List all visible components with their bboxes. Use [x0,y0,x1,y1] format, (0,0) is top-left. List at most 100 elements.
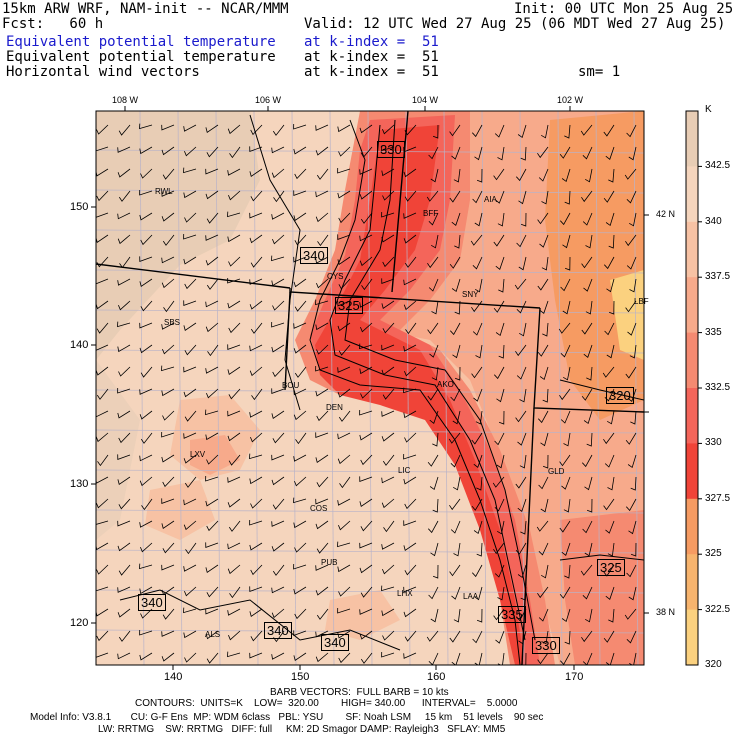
wind-barb [227,498,241,508]
wind-barb [337,366,351,373]
wind-barb [227,366,241,375]
wind-barb [337,498,351,506]
wind-barb [606,410,615,425]
county-line [329,111,335,665]
wind-barb [118,498,131,510]
wind-barb [427,322,439,335]
wind-barb [561,476,571,490]
wind-barb [140,234,153,246]
wind-barb [250,256,263,268]
colorbar-label: 325 [705,548,722,560]
wind-barb [381,410,395,417]
wind-barb [337,167,351,174]
wind-barb [628,520,637,535]
wind-barb [581,256,593,269]
wind-barb [183,454,197,464]
wind-barb [294,366,307,378]
wind-barb [403,476,417,485]
wind-barb [432,124,439,139]
wind-barb [161,454,175,463]
wind-barb [451,586,461,600]
wind-barb [558,322,571,334]
wind-barb [608,234,615,249]
wind-barb [271,608,285,619]
wind-barb [205,256,219,266]
wind-barb [473,388,483,402]
wind-barb [559,520,571,533]
wind-barb [430,168,439,183]
contours [119,114,644,665]
county-line [96,549,644,554]
wind-barb [495,256,505,270]
wind-barb [205,190,219,200]
city-gld: GLD [548,467,565,476]
wind-barb [627,388,637,402]
wind-barb [162,168,175,180]
wind-barb [272,124,285,136]
field1-name: Equivalent potential temperature [6,34,276,50]
wind-barb [360,454,373,466]
wind-barb [450,322,461,336]
wind-barb [249,410,263,418]
wind-barb [581,630,593,643]
wind-barb [139,189,153,196]
wind-barb [316,278,329,289]
wind-barb [496,520,505,535]
wind-barbs [96,123,637,665]
colorbar-label: 320 [705,659,722,670]
wind-barb [162,608,175,620]
wind-barb [628,652,637,665]
wind-barb [97,454,109,467]
wind-barb [117,344,131,353]
city-lhx: LHX [397,589,413,598]
wind-barb [316,542,329,554]
wind-barb [249,212,263,219]
wind-barb [272,564,285,576]
wind-barb [403,586,417,593]
ribbon-core [315,125,525,665]
wind-barb [117,542,131,552]
county-line [96,589,644,594]
wind-barb [96,146,109,152]
wind-barb [140,168,153,179]
wind-barb [272,498,285,510]
wind-barb [249,542,263,551]
wind-barb [452,410,461,425]
wind-barb [382,256,395,268]
wind-barb [603,124,615,137]
wind-barb [140,608,153,619]
wind-barb [227,476,241,483]
field3-name: Horizontal wind vectors [6,64,200,80]
wind-barb [139,322,153,329]
wind-barb [562,234,571,249]
wind-barb [183,432,197,439]
city-sbs: SBS [164,318,181,327]
wind-barb [497,146,505,161]
wind-barb [476,608,483,623]
wind-barb [626,256,637,270]
wind-barb [449,630,461,643]
wind-barb [315,564,329,571]
wind-barb [448,432,461,444]
wind-barb [249,586,263,592]
wind-barb [118,630,131,642]
wind-barb [626,630,637,644]
wind-barb [359,608,373,615]
wind-barb [564,256,571,271]
wind-barb [454,234,461,249]
wind-barb [382,124,395,135]
wind-barb [450,388,461,402]
wind-barb [584,542,593,557]
wind-barb [429,344,439,358]
wind-barb [626,124,637,138]
wind-barb [183,124,197,132]
wind-barb [271,212,285,220]
wind-barb [96,630,109,642]
wind-barb [205,300,219,308]
wind-barb [359,409,373,416]
wind-barb [494,366,505,380]
colorbar-label: 342.5 [705,160,731,172]
wind-barb [139,410,153,420]
wind-barb [161,190,175,197]
wind-barb [228,454,241,466]
